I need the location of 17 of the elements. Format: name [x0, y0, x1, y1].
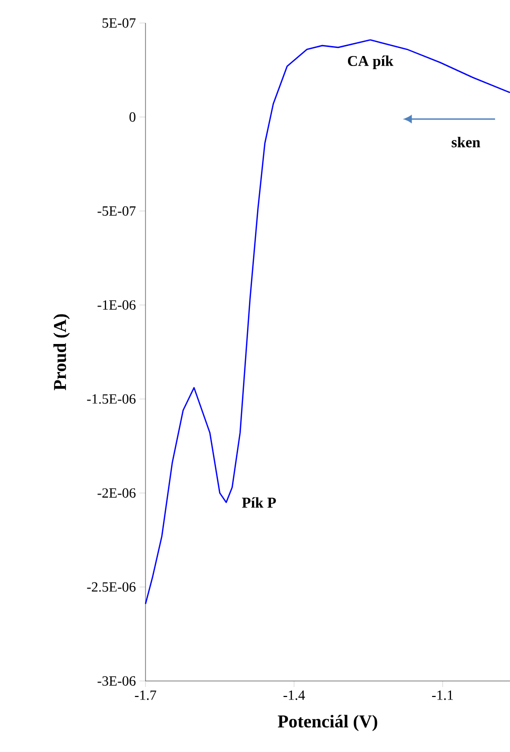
y-tick-label: -1E-06: [98, 300, 136, 310]
y-tick-label: -2E-06: [98, 488, 136, 498]
annotation: sken: [452, 136, 480, 148]
x-axis-title: Potenciál (V): [278, 714, 378, 732]
y-tick-label: 5E-07: [102, 18, 136, 28]
y-tick-label: -5E-07: [98, 206, 136, 216]
line-series: [144, 39, 510, 605]
x-tick-label: -1.1: [432, 690, 453, 700]
x-tick-label: -1.4: [284, 690, 305, 700]
y-tick-label: 0: [130, 112, 136, 122]
y-tick-label: -3E-06: [98, 676, 136, 686]
annotation: CA pík: [348, 55, 394, 70]
annotation: Pík P: [242, 497, 276, 508]
y-tick-label: -1.5E-06: [87, 394, 136, 404]
y-axis-title: Proud (A): [53, 314, 70, 390]
x-tick-label: -1.7: [134, 690, 156, 700]
y-tick-label: -2.5E-06: [87, 582, 136, 592]
